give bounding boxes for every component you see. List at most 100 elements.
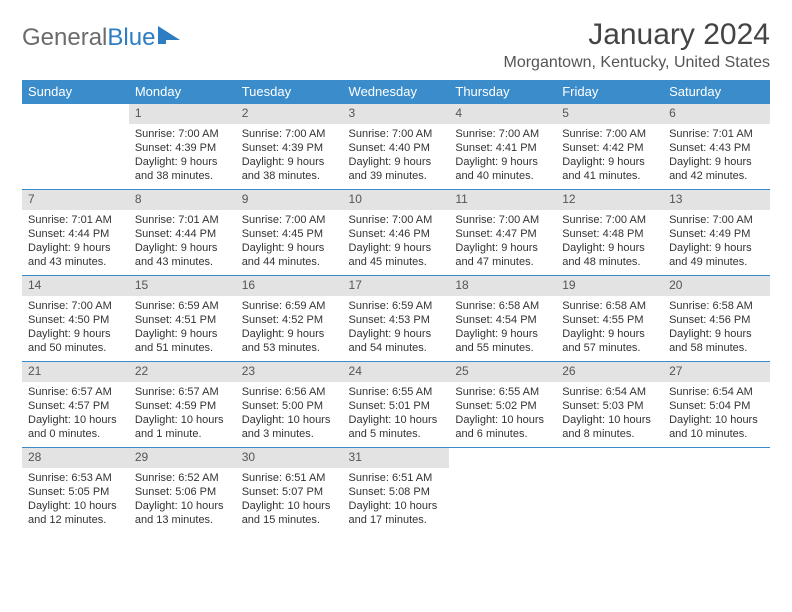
day-details: Sunrise: 6:58 AMSunset: 4:56 PMDaylight:… bbox=[663, 296, 770, 358]
calendar-week-row: 1Sunrise: 7:00 AMSunset: 4:39 PMDaylight… bbox=[22, 104, 770, 190]
sunset-text: Sunset: 4:55 PM bbox=[562, 313, 657, 327]
sunset-text: Sunset: 5:00 PM bbox=[242, 399, 337, 413]
day-number: 26 bbox=[556, 362, 663, 382]
sunset-text: Sunset: 4:39 PM bbox=[242, 141, 337, 155]
calendar-day-cell: 17Sunrise: 6:59 AMSunset: 4:53 PMDayligh… bbox=[343, 276, 450, 362]
calendar-day-cell: 24Sunrise: 6:55 AMSunset: 5:01 PMDayligh… bbox=[343, 362, 450, 448]
calendar-day-cell: 2Sunrise: 7:00 AMSunset: 4:39 PMDaylight… bbox=[236, 104, 343, 190]
sunrise-text: Sunrise: 7:01 AM bbox=[28, 213, 123, 227]
calendar-day-cell: 1Sunrise: 7:00 AMSunset: 4:39 PMDaylight… bbox=[129, 104, 236, 190]
day-number: 11 bbox=[449, 190, 556, 210]
day-number: 7 bbox=[22, 190, 129, 210]
day-number: 8 bbox=[129, 190, 236, 210]
weekday-header: Friday bbox=[556, 80, 663, 104]
sunrise-text: Sunrise: 6:52 AM bbox=[135, 471, 230, 485]
weekday-header: Tuesday bbox=[236, 80, 343, 104]
day-details: Sunrise: 7:00 AMSunset: 4:48 PMDaylight:… bbox=[556, 210, 663, 272]
calendar-day-cell: 3Sunrise: 7:00 AMSunset: 4:40 PMDaylight… bbox=[343, 104, 450, 190]
header: GeneralBlue January 2024 Morgantown, Ken… bbox=[22, 18, 770, 72]
sunset-text: Sunset: 4:53 PM bbox=[349, 313, 444, 327]
daylight-text: Daylight: 9 hours and 54 minutes. bbox=[349, 327, 444, 356]
calendar-day-cell: 31Sunrise: 6:51 AMSunset: 5:08 PMDayligh… bbox=[343, 448, 450, 534]
daylight-text: Daylight: 9 hours and 39 minutes. bbox=[349, 155, 444, 184]
sunrise-text: Sunrise: 6:54 AM bbox=[562, 385, 657, 399]
day-details: Sunrise: 6:55 AMSunset: 5:02 PMDaylight:… bbox=[449, 382, 556, 444]
sunset-text: Sunset: 4:45 PM bbox=[242, 227, 337, 241]
day-number: 10 bbox=[343, 190, 450, 210]
sunset-text: Sunset: 4:48 PM bbox=[562, 227, 657, 241]
daylight-text: Daylight: 9 hours and 43 minutes. bbox=[135, 241, 230, 270]
sunrise-text: Sunrise: 6:58 AM bbox=[562, 299, 657, 313]
sunrise-text: Sunrise: 6:57 AM bbox=[28, 385, 123, 399]
calendar-day-cell: 18Sunrise: 6:58 AMSunset: 4:54 PMDayligh… bbox=[449, 276, 556, 362]
day-details: Sunrise: 6:59 AMSunset: 4:51 PMDaylight:… bbox=[129, 296, 236, 358]
sunrise-text: Sunrise: 6:51 AM bbox=[349, 471, 444, 485]
sunset-text: Sunset: 4:39 PM bbox=[135, 141, 230, 155]
daylight-text: Daylight: 10 hours and 17 minutes. bbox=[349, 499, 444, 528]
sunset-text: Sunset: 4:50 PM bbox=[28, 313, 123, 327]
calendar-day-cell: 4Sunrise: 7:00 AMSunset: 4:41 PMDaylight… bbox=[449, 104, 556, 190]
flag-icon bbox=[158, 26, 184, 46]
sunset-text: Sunset: 4:46 PM bbox=[349, 227, 444, 241]
weekday-header-row: SundayMondayTuesdayWednesdayThursdayFrid… bbox=[22, 80, 770, 104]
logo-word1: General bbox=[22, 24, 107, 52]
day-number: 12 bbox=[556, 190, 663, 210]
calendar-day-cell bbox=[556, 448, 663, 534]
day-number: 6 bbox=[663, 104, 770, 124]
sunrise-text: Sunrise: 7:00 AM bbox=[349, 213, 444, 227]
calendar-day-cell: 11Sunrise: 7:00 AMSunset: 4:47 PMDayligh… bbox=[449, 190, 556, 276]
sunset-text: Sunset: 4:44 PM bbox=[135, 227, 230, 241]
sunset-text: Sunset: 5:01 PM bbox=[349, 399, 444, 413]
day-number: 25 bbox=[449, 362, 556, 382]
day-details: Sunrise: 6:59 AMSunset: 4:53 PMDaylight:… bbox=[343, 296, 450, 358]
day-details: Sunrise: 7:00 AMSunset: 4:39 PMDaylight:… bbox=[236, 124, 343, 186]
calendar-day-cell: 28Sunrise: 6:53 AMSunset: 5:05 PMDayligh… bbox=[22, 448, 129, 534]
day-number: 28 bbox=[22, 448, 129, 468]
daylight-text: Daylight: 9 hours and 55 minutes. bbox=[455, 327, 550, 356]
weekday-header: Saturday bbox=[663, 80, 770, 104]
sunset-text: Sunset: 5:07 PM bbox=[242, 485, 337, 499]
day-number: 3 bbox=[343, 104, 450, 124]
calendar-day-cell bbox=[663, 448, 770, 534]
daylight-text: Daylight: 10 hours and 1 minute. bbox=[135, 413, 230, 442]
calendar-day-cell bbox=[449, 448, 556, 534]
calendar-week-row: 7Sunrise: 7:01 AMSunset: 4:44 PMDaylight… bbox=[22, 190, 770, 276]
calendar-week-row: 14Sunrise: 7:00 AMSunset: 4:50 PMDayligh… bbox=[22, 276, 770, 362]
day-number: 1 bbox=[129, 104, 236, 124]
day-number: 24 bbox=[343, 362, 450, 382]
day-details: Sunrise: 7:00 AMSunset: 4:50 PMDaylight:… bbox=[22, 296, 129, 358]
calendar-day-cell: 12Sunrise: 7:00 AMSunset: 4:48 PMDayligh… bbox=[556, 190, 663, 276]
daylight-text: Daylight: 10 hours and 6 minutes. bbox=[455, 413, 550, 442]
calendar-day-cell: 23Sunrise: 6:56 AMSunset: 5:00 PMDayligh… bbox=[236, 362, 343, 448]
sunrise-text: Sunrise: 6:53 AM bbox=[28, 471, 123, 485]
day-details: Sunrise: 7:00 AMSunset: 4:40 PMDaylight:… bbox=[343, 124, 450, 186]
sunrise-text: Sunrise: 7:00 AM bbox=[455, 213, 550, 227]
day-number: 22 bbox=[129, 362, 236, 382]
day-details: Sunrise: 7:01 AMSunset: 4:44 PMDaylight:… bbox=[22, 210, 129, 272]
calendar-table: SundayMondayTuesdayWednesdayThursdayFrid… bbox=[22, 80, 770, 534]
day-number: 15 bbox=[129, 276, 236, 296]
sunrise-text: Sunrise: 6:55 AM bbox=[349, 385, 444, 399]
day-details: Sunrise: 7:01 AMSunset: 4:44 PMDaylight:… bbox=[129, 210, 236, 272]
daylight-text: Daylight: 9 hours and 53 minutes. bbox=[242, 327, 337, 356]
sunset-text: Sunset: 4:41 PM bbox=[455, 141, 550, 155]
day-number: 17 bbox=[343, 276, 450, 296]
sunrise-text: Sunrise: 7:00 AM bbox=[349, 127, 444, 141]
sunrise-text: Sunrise: 7:00 AM bbox=[242, 213, 337, 227]
sunrise-text: Sunrise: 6:51 AM bbox=[242, 471, 337, 485]
day-number: 2 bbox=[236, 104, 343, 124]
sunrise-text: Sunrise: 7:00 AM bbox=[669, 213, 764, 227]
day-details: Sunrise: 7:00 AMSunset: 4:41 PMDaylight:… bbox=[449, 124, 556, 186]
daylight-text: Daylight: 9 hours and 49 minutes. bbox=[669, 241, 764, 270]
calendar-day-cell: 10Sunrise: 7:00 AMSunset: 4:46 PMDayligh… bbox=[343, 190, 450, 276]
sunrise-text: Sunrise: 6:54 AM bbox=[669, 385, 764, 399]
calendar-day-cell: 21Sunrise: 6:57 AMSunset: 4:57 PMDayligh… bbox=[22, 362, 129, 448]
calendar-day-cell: 27Sunrise: 6:54 AMSunset: 5:04 PMDayligh… bbox=[663, 362, 770, 448]
day-number: 16 bbox=[236, 276, 343, 296]
sunset-text: Sunset: 5:03 PM bbox=[562, 399, 657, 413]
daylight-text: Daylight: 9 hours and 40 minutes. bbox=[455, 155, 550, 184]
day-details: Sunrise: 6:52 AMSunset: 5:06 PMDaylight:… bbox=[129, 468, 236, 530]
daylight-text: Daylight: 9 hours and 48 minutes. bbox=[562, 241, 657, 270]
day-number: 20 bbox=[663, 276, 770, 296]
day-details: Sunrise: 7:01 AMSunset: 4:43 PMDaylight:… bbox=[663, 124, 770, 186]
